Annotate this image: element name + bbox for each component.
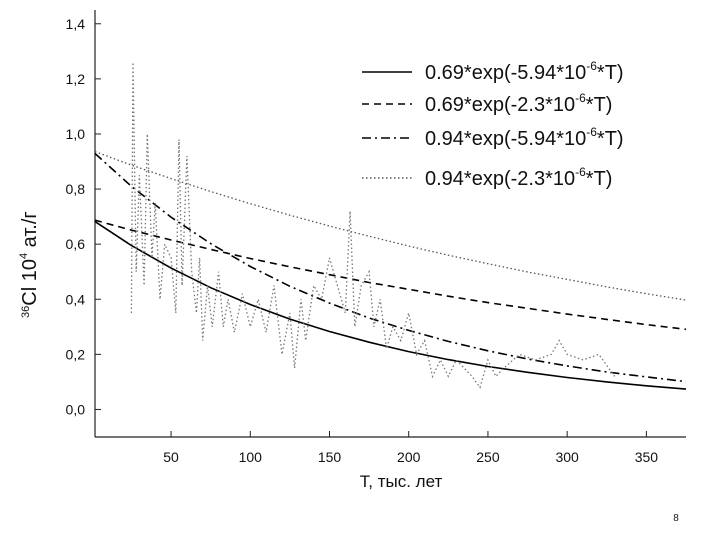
legend-label-part: -6	[586, 59, 597, 73]
legend-label-part: 0.69*exp(-5.94*10	[425, 62, 586, 84]
legend-label-part: *T)	[586, 94, 613, 116]
y-tick-label: 0,6	[66, 236, 86, 252]
x-tick-label: 200	[397, 449, 421, 465]
legend-label: 0.69*exp(-2.3*10-6*T)	[425, 91, 612, 116]
x-tick-label: 100	[239, 449, 263, 465]
legend-label-part: *T)	[586, 168, 613, 190]
legend-label-part: 0.69*exp(-2.3*10	[425, 94, 575, 116]
x-tick-label: 150	[318, 449, 342, 465]
y-title-element: Cl 10	[19, 259, 41, 306]
legend-label-part: -6	[575, 91, 586, 105]
y-tick-label: 0,8	[66, 181, 86, 197]
y-tick-label: 0,0	[66, 401, 86, 417]
legend-label-part: 0.94*exp(-5.94*10	[425, 128, 586, 150]
legend-label-part: *T)	[597, 62, 624, 84]
y-tick-label: 1,2	[66, 71, 86, 87]
x-tick-label: 250	[476, 449, 500, 465]
series-line	[94, 220, 687, 390]
series-line	[94, 219, 687, 331]
y-tick-label: 1,0	[66, 126, 86, 142]
y-tick-label: 0,4	[66, 291, 86, 307]
x-tick-label: 300	[555, 449, 579, 465]
series-line	[94, 152, 687, 383]
legend-label-part: -6	[575, 165, 586, 179]
legend-label: 0.94*exp(-2.3*10-6*T)	[425, 165, 612, 190]
y-axis-title: 36Cl 104 ат./г	[18, 211, 41, 318]
legend-label: 0.69*exp(-5.94*10-6*T)	[425, 59, 624, 84]
legend-label: 0.94*exp(-5.94*10-6*T)	[425, 125, 624, 150]
legend-label-part: -6	[586, 125, 597, 139]
x-axis-title: T, тыс. лет	[360, 472, 443, 491]
y-tick-label: 0,2	[66, 346, 86, 362]
x-tick-label: 350	[635, 449, 659, 465]
y-title-unit: ат./г	[19, 211, 41, 253]
y-tick-label: 1,4	[66, 16, 86, 32]
legend-label-part: 0.94*exp(-2.3*10	[425, 168, 575, 190]
legend-label-part: *T)	[597, 128, 624, 150]
y-title-isotope: 36	[20, 306, 32, 318]
y-title-exponent: 4	[18, 253, 30, 259]
slide-number: 8	[673, 513, 679, 524]
x-tick-label: 50	[163, 449, 179, 465]
